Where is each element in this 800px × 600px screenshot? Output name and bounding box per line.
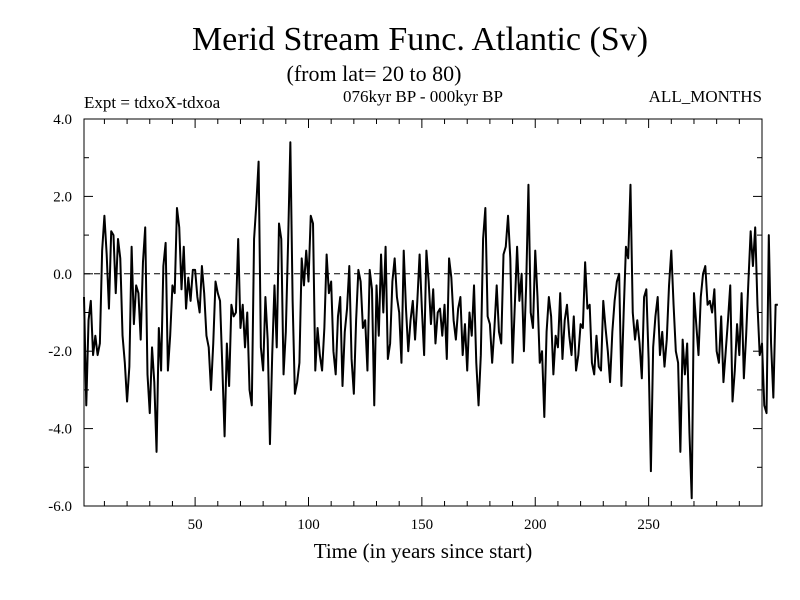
x-tick-label: 250	[637, 517, 660, 533]
time-range-label: 076kyr BP - 000kyr BP	[343, 87, 503, 106]
y-tick-label: -2.0	[48, 344, 72, 360]
chart-subtitle: (from lat= 20 to 80)	[287, 61, 462, 86]
chart-title: Merid Stream Func. Atlantic (Sv)	[192, 21, 648, 58]
series-line-0	[83, 141, 778, 500]
x-tick-label: 50	[188, 517, 203, 533]
y-tick-label: -4.0	[48, 422, 72, 438]
x-tick-label: 150	[411, 517, 434, 533]
x-tick-label: 200	[524, 517, 547, 533]
y-tick-label: 2.0	[53, 189, 72, 205]
x-axis-label: Time (in years since start)	[314, 539, 533, 563]
months-label: ALL_MONTHS	[649, 87, 762, 106]
experiment-label: Expt = tdxoX-tdxoa	[84, 93, 221, 112]
y-tick-label: 0.0	[53, 267, 72, 283]
y-tick-label: -6.0	[48, 499, 72, 515]
x-tick-label: 100	[297, 517, 320, 533]
y-tick-label: 4.0	[53, 112, 72, 128]
plot-area: 4.0 2.0 0.0 -2.0 -4.0 -6.0 50 100 150 200 250	[48, 112, 778, 533]
